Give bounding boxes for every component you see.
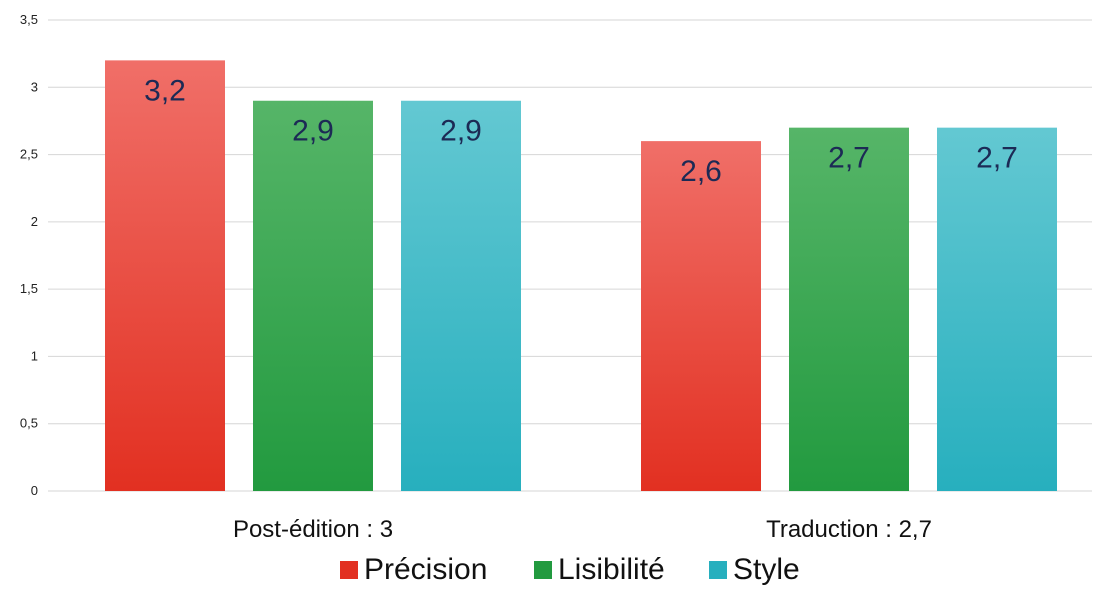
bar bbox=[789, 127, 909, 492]
legend-swatch bbox=[709, 561, 727, 579]
legend-label: Lisibilité bbox=[558, 553, 665, 586]
legend-label: Précision bbox=[364, 553, 487, 586]
y-tick-label: 3,5 bbox=[20, 12, 38, 27]
bar bbox=[641, 141, 761, 491]
data-label: 2,9 bbox=[292, 115, 334, 148]
legend-swatch bbox=[340, 561, 358, 579]
data-label: 2,9 bbox=[440, 115, 482, 148]
y-tick-label: 0,5 bbox=[20, 416, 38, 431]
bars bbox=[105, 60, 1057, 492]
legend-swatch bbox=[534, 561, 552, 579]
x-tick-label: Post-édition : 3 bbox=[233, 516, 393, 543]
y-tick-label: 2,5 bbox=[20, 147, 38, 162]
legend: Précision Lisibilité Style bbox=[340, 553, 800, 586]
y-tick-label: 1 bbox=[31, 348, 38, 363]
data-label: 2,6 bbox=[680, 155, 722, 188]
legend-label: Style bbox=[733, 553, 800, 586]
data-label: 3,2 bbox=[144, 74, 186, 107]
y-tick-label: 0 bbox=[31, 483, 38, 498]
y-tick-label: 1,5 bbox=[20, 281, 38, 296]
bar bbox=[401, 100, 521, 491]
y-tick-label: 2 bbox=[31, 214, 38, 229]
bar bbox=[937, 127, 1057, 492]
y-axis-tick-labels: 0 0,5 1 1,5 2 2,5 3 3,5 bbox=[20, 12, 38, 498]
data-label: 2,7 bbox=[828, 142, 870, 175]
data-labels: 3,2 2,9 2,9 2,6 2,7 2,7 bbox=[144, 74, 1018, 188]
bar bbox=[253, 100, 373, 491]
x-tick-label: Traduction : 2,7 bbox=[766, 516, 932, 543]
x-axis-tick-labels: Post-édition : 3 Traduction : 2,7 bbox=[233, 516, 932, 543]
y-tick-label: 3 bbox=[31, 79, 38, 94]
data-label: 2,7 bbox=[976, 142, 1018, 175]
bar bbox=[105, 60, 225, 491]
